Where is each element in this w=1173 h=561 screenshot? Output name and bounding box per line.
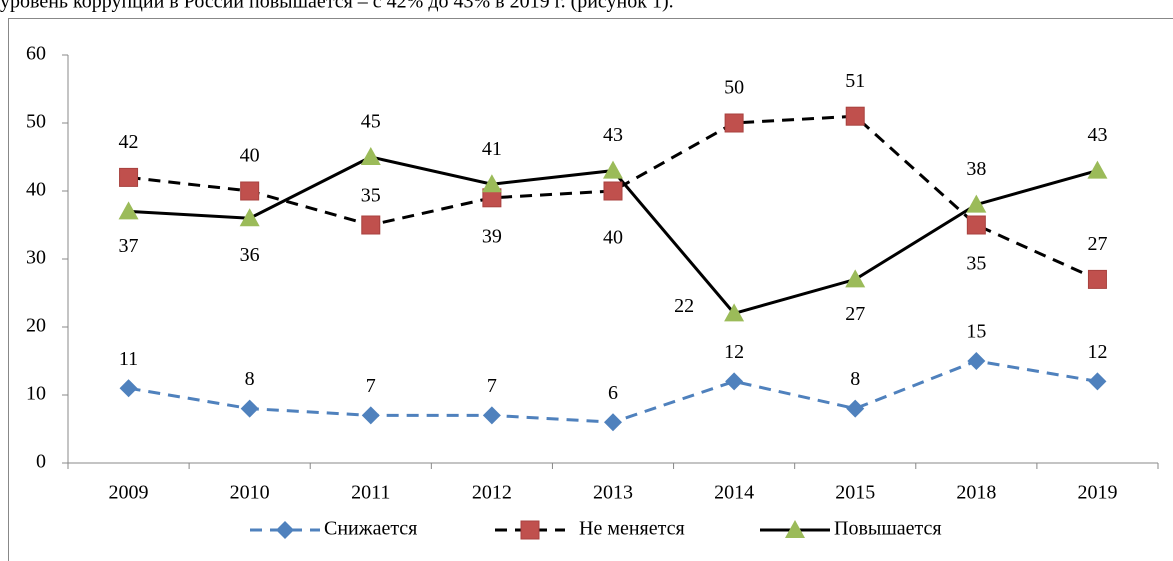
x-tick-label: 2012: [472, 482, 512, 504]
point-marker: [361, 406, 380, 425]
point-marker: [276, 521, 294, 539]
data-label: 39: [482, 225, 502, 247]
data-label: 7: [366, 375, 376, 397]
data-label: 35: [966, 253, 986, 275]
data-label: 7: [487, 375, 497, 397]
point-marker: [1087, 269, 1107, 289]
point-marker: [239, 208, 260, 227]
point-marker: [520, 520, 540, 540]
point-marker: [966, 194, 987, 213]
point-marker: [118, 201, 139, 220]
data-label: 27: [1087, 233, 1107, 255]
data-label: 12: [1087, 341, 1107, 363]
point-marker: [966, 215, 986, 235]
data-label: 42: [119, 131, 139, 153]
y-tick-label: 20: [26, 315, 46, 337]
y-tick-label: 50: [26, 111, 46, 133]
point-marker: [724, 303, 745, 322]
point-marker: [725, 372, 744, 391]
point-marker: [604, 413, 622, 432]
point-marker: [360, 147, 381, 165]
legend-label: Снижается: [324, 518, 417, 540]
data-label: 6: [608, 382, 618, 404]
point-marker: [482, 406, 501, 425]
point-marker: [603, 181, 623, 201]
point-marker: [240, 399, 259, 418]
x-tick-label: 2018: [956, 482, 996, 504]
data-label: 8: [850, 368, 860, 390]
y-tick-label: 60: [26, 43, 46, 65]
data-label: 15: [966, 321, 986, 343]
point-marker: [1087, 160, 1108, 179]
data-label: 40: [603, 227, 623, 249]
data-label: 43: [1087, 124, 1107, 146]
y-tick-label: 0: [36, 451, 46, 473]
data-label: 35: [361, 185, 381, 207]
point-marker: [845, 269, 866, 288]
data-label: 51: [845, 70, 865, 92]
data-label: 41: [482, 138, 502, 160]
data-label: 12: [724, 341, 744, 363]
x-tick-label: 2013: [593, 482, 633, 504]
x-tick-label: 2009: [109, 482, 149, 504]
data-label: 43: [603, 124, 623, 146]
data-label: 22: [674, 295, 694, 317]
point-marker: [240, 181, 260, 201]
point-marker: [845, 106, 865, 126]
data-label: 36: [240, 244, 260, 266]
point-marker: [846, 399, 865, 418]
data-label: 11: [119, 348, 138, 370]
point-marker: [967, 352, 986, 370]
x-tick-label: 2010: [230, 482, 270, 504]
y-tick-label: 40: [26, 179, 46, 201]
y-tick-label: 30: [26, 247, 46, 269]
data-label: 8: [245, 368, 255, 390]
series-line: [128, 114, 1099, 281]
point-marker: [1088, 372, 1107, 391]
point-marker: [119, 379, 138, 398]
legend-label: Повышается: [834, 518, 942, 540]
y-tick-label: 10: [26, 383, 46, 405]
point-marker: [785, 520, 805, 538]
point-marker: [481, 174, 502, 193]
point-marker: [724, 113, 744, 133]
data-label: 45: [361, 111, 381, 133]
x-tick-label: 2014: [714, 482, 754, 504]
point-marker: [119, 167, 139, 187]
chart-frame: [8, 18, 1173, 561]
point-marker: [603, 160, 623, 179]
x-tick-label: 2015: [835, 482, 875, 504]
point-marker: [361, 215, 381, 235]
data-label: 37: [119, 235, 139, 257]
data-label: 50: [724, 77, 744, 99]
data-label: 38: [966, 158, 986, 180]
x-tick-label: 2019: [1077, 482, 1117, 504]
legend-label: Не меняется: [579, 518, 685, 540]
data-label: 27: [845, 303, 865, 325]
data-label: 40: [240, 145, 260, 167]
x-tick-label: 2011: [351, 482, 390, 504]
caption: уровень коррупции в России повышается – …: [0, 0, 674, 13]
